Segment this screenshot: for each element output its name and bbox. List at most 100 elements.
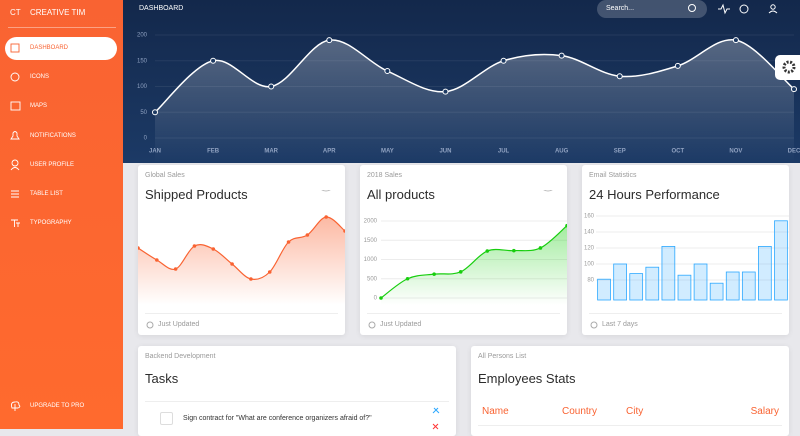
icon <box>11 159 19 167</box>
divider <box>367 313 560 314</box>
employees-card: All Persons List Employees Stats Name Co… <box>471 346 789 436</box>
area-fill <box>381 225 567 305</box>
point <box>432 272 436 276</box>
page-title: DASHBOARD <box>139 5 184 12</box>
delete-icon[interactable] <box>432 423 439 430</box>
task-text: Sign contract for "What are conference o… <box>183 415 372 422</box>
card-title: Employees Stats <box>478 371 576 386</box>
y-tick-label: 160 <box>584 214 595 220</box>
search-icon <box>688 4 696 12</box>
point <box>268 83 275 90</box>
sidebar: CT CREATIVE TIM DASHBOARD ICONS MAPS NOT… <box>0 0 123 429</box>
point <box>500 57 507 64</box>
point <box>379 296 383 300</box>
divider <box>589 313 782 314</box>
point <box>230 262 234 266</box>
refresh-icon <box>146 321 154 329</box>
table-header: Name <box>482 406 509 417</box>
nav-icons <box>10 43 21 411</box>
nav-item[interactable]: MAPS <box>30 103 48 109</box>
task-checkbox[interactable] <box>160 412 173 425</box>
bar <box>774 220 788 301</box>
chart: 0 500 1000 1500 2000 <box>364 190 567 305</box>
divider <box>478 425 782 426</box>
settings-button[interactable] <box>775 55 800 80</box>
card-title: All products <box>367 187 435 202</box>
table-header: City <box>626 406 644 417</box>
globe-icon[interactable] <box>739 4 749 14</box>
point <box>512 248 516 253</box>
nav-item[interactable]: ICONS <box>30 74 50 80</box>
user-icon[interactable] <box>770 4 776 10</box>
point <box>442 88 449 95</box>
gear-button[interactable] <box>540 190 556 192</box>
header: DASHBOARD Search... 050100150200JANFEBMA… <box>123 0 800 163</box>
chart <box>138 190 345 305</box>
clock-icon <box>590 321 598 329</box>
logo[interactable]: CT <box>10 8 21 17</box>
point <box>791 86 797 93</box>
y-tick-label: 150 <box>137 58 148 64</box>
nav-item[interactable]: NOTIFICATIONS <box>30 133 76 139</box>
card-category: Backend Development <box>145 353 216 360</box>
bar <box>693 263 708 301</box>
card-title: 24 Hours Performance <box>589 187 720 202</box>
card-footer: Just Updated <box>380 321 422 328</box>
point <box>210 57 217 64</box>
point <box>267 270 272 274</box>
table-header: Country <box>562 406 598 417</box>
y-tick-label: 0 <box>144 136 148 142</box>
y-tick-label: 80 <box>587 278 594 284</box>
point <box>192 244 197 248</box>
card: 2018 Sales All products 0 500 1000 1500 2000… <box>360 165 567 335</box>
upgrade-link[interactable]: UPGRADE TO PRO <box>30 403 85 409</box>
point <box>538 246 543 250</box>
point <box>674 62 681 69</box>
y-tick-label: 100 <box>584 262 595 268</box>
search-box[interactable]: Search... <box>597 0 707 18</box>
edit-icon[interactable] <box>432 407 440 414</box>
card: Global Sales Shipped Products Just Updat… <box>138 165 345 335</box>
card-title: Tasks <box>145 371 179 386</box>
y-tick-label: 500 <box>367 276 378 282</box>
icon <box>10 401 21 411</box>
gear-icon <box>782 60 796 74</box>
point <box>324 215 328 219</box>
bar <box>629 273 644 301</box>
active-pill <box>5 37 117 60</box>
nav-item[interactable]: TYPOGRAPHY <box>30 220 72 226</box>
bar <box>645 266 660 301</box>
point <box>558 52 565 59</box>
y-tick-label: 1500 <box>364 238 378 244</box>
hero-chart: 050100150200JANFEBMARAPRMAYJUNJULAUGSEPO… <box>137 3 800 163</box>
bar <box>709 282 724 301</box>
point <box>326 37 333 44</box>
card: Email Statistics 24 Hours Performance 80… <box>582 165 789 335</box>
point <box>249 277 253 281</box>
search-placeholder: Search... <box>606 5 635 12</box>
line <box>154 39 795 113</box>
point <box>286 240 291 244</box>
icon <box>10 43 20 53</box>
bar <box>661 246 676 301</box>
gear-button[interactable] <box>318 190 334 192</box>
y-tick-label: 100 <box>137 84 148 90</box>
chart: 80 100 120 140 160 <box>584 214 789 301</box>
table-header: Salary <box>750 406 779 417</box>
bar <box>741 271 756 301</box>
nav-item[interactable]: DASHBOARD <box>30 45 69 51</box>
card-category: All Persons List <box>478 353 527 360</box>
brand[interactable]: CREATIVE TIM <box>30 8 86 17</box>
point <box>138 246 140 250</box>
nav-item[interactable]: TABLE LIST <box>30 191 63 197</box>
point <box>485 249 490 253</box>
card-category: 2018 Sales <box>367 172 403 179</box>
icon <box>11 219 20 227</box>
nav-item[interactable]: USER PROFILE <box>30 162 75 168</box>
activity-icon[interactable] <box>718 3 730 15</box>
bar <box>758 246 772 301</box>
point <box>384 68 391 75</box>
point <box>405 276 410 281</box>
icon <box>10 101 21 111</box>
